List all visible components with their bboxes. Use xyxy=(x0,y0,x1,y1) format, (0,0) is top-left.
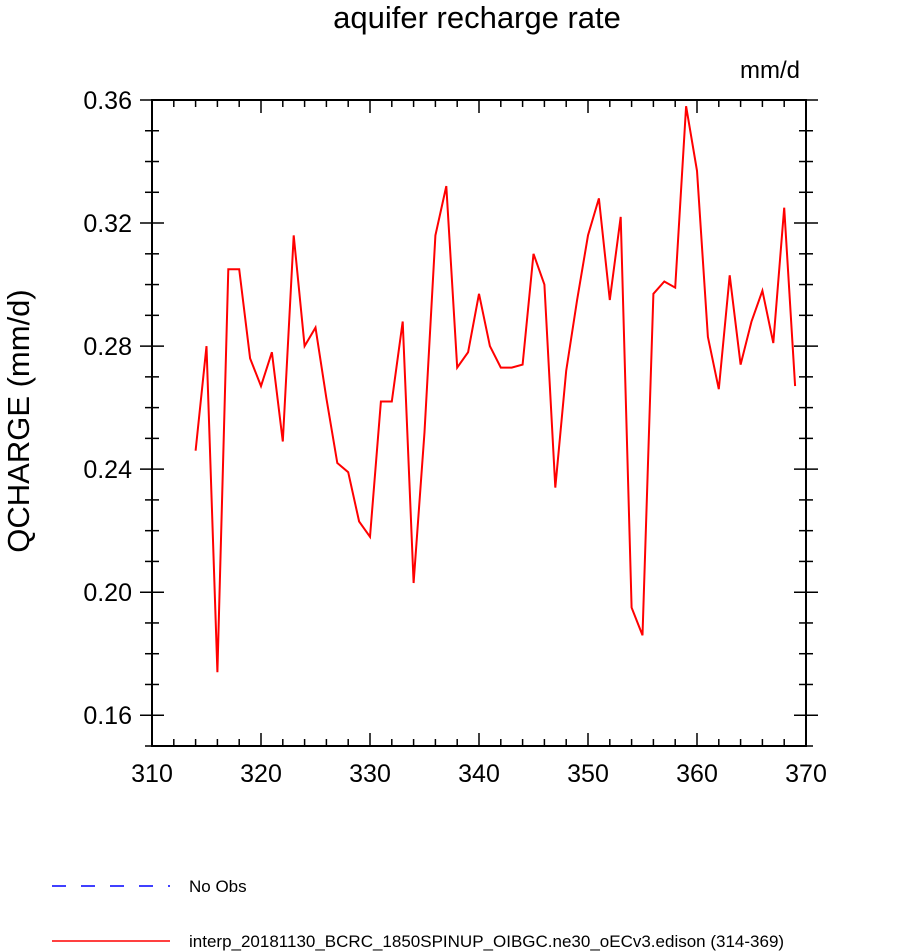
units-label: mm/d xyxy=(740,57,800,84)
legend-label: interp_20181130_BCRC_1850SPINUP_OIBGC.ne… xyxy=(189,932,784,951)
y-tick-label: 0.16 xyxy=(83,702,132,730)
y-tick-label: 0.24 xyxy=(83,456,132,484)
y-tick-label: 0.32 xyxy=(83,210,132,238)
x-tick-label: 350 xyxy=(567,760,609,788)
legend-label: No Obs xyxy=(189,877,247,896)
x-tick-label: 320 xyxy=(240,760,282,788)
y-tick-label: 0.28 xyxy=(83,333,132,361)
axis-ticks: 310 320 330 340 350 360 370 0.16 0.20 0.24 0.28 0.3… xyxy=(83,87,827,788)
y-tick-label: 0.20 xyxy=(83,579,132,607)
series-line xyxy=(194,106,797,673)
legend: No Obs interp_20181130_BCRC_1850SPINUP_OI… xyxy=(52,877,784,951)
y-tick-label: 0.36 xyxy=(83,87,132,115)
x-tick-label: 360 xyxy=(676,760,718,788)
plot-frame xyxy=(151,99,807,747)
x-tick-label: 370 xyxy=(785,760,827,788)
x-tick-label: 340 xyxy=(458,760,500,788)
plot-series xyxy=(194,106,797,673)
x-tick-label: 330 xyxy=(349,760,391,788)
chart-title: aquifer recharge rate xyxy=(333,0,621,35)
x-tick-label: 310 xyxy=(131,760,173,788)
y-axis-label: QCHARGE (mm/d) xyxy=(1,289,36,553)
